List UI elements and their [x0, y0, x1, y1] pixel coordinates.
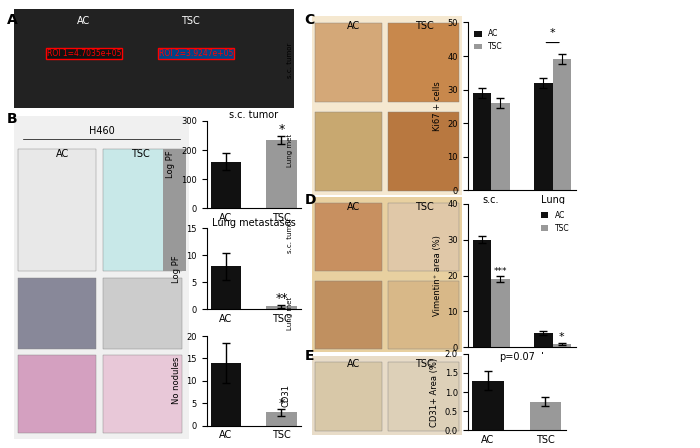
- FancyBboxPatch shape: [389, 280, 459, 349]
- FancyBboxPatch shape: [314, 203, 382, 271]
- Text: *: *: [550, 27, 556, 38]
- Text: TSC: TSC: [415, 358, 434, 369]
- Legend: AC, TSC: AC, TSC: [471, 26, 506, 54]
- Bar: [266, 140, 297, 208]
- Y-axis label: Log PF: Log PF: [167, 151, 175, 178]
- FancyBboxPatch shape: [104, 355, 182, 433]
- Text: AC: AC: [347, 21, 360, 31]
- Title: s.c. tumor: s.c. tumor: [229, 110, 279, 120]
- Text: CD31: CD31: [281, 384, 290, 407]
- FancyBboxPatch shape: [104, 149, 182, 271]
- FancyBboxPatch shape: [104, 278, 182, 349]
- Text: TSC: TSC: [415, 21, 434, 31]
- Y-axis label: Log PF: Log PF: [172, 255, 181, 283]
- Text: A: A: [7, 13, 18, 27]
- Text: AC: AC: [347, 202, 360, 212]
- Bar: [472, 380, 504, 430]
- Y-axis label: CD31+ Area (%): CD31+ Area (%): [430, 358, 439, 426]
- Bar: [491, 279, 510, 347]
- Bar: [491, 103, 510, 190]
- Text: Lung met: Lung met: [288, 134, 293, 167]
- FancyBboxPatch shape: [389, 23, 459, 102]
- Bar: [534, 333, 553, 347]
- Text: s.c. tumor: s.c. tumor: [288, 218, 293, 254]
- Text: AC: AC: [78, 16, 90, 26]
- Bar: [266, 412, 297, 426]
- Text: *: *: [279, 122, 285, 135]
- Bar: [211, 266, 241, 309]
- Text: ***: ***: [494, 267, 507, 276]
- Text: ROI 2=3.9247e+05: ROI 2=3.9247e+05: [159, 49, 233, 58]
- FancyBboxPatch shape: [389, 112, 459, 191]
- FancyBboxPatch shape: [162, 149, 186, 271]
- Text: p=0.07: p=0.07: [498, 352, 535, 362]
- FancyBboxPatch shape: [389, 203, 459, 271]
- Bar: [473, 240, 491, 347]
- Text: *: *: [279, 397, 285, 410]
- Bar: [266, 306, 297, 309]
- FancyBboxPatch shape: [314, 112, 382, 191]
- Text: ROI 1=4.7035e+05: ROI 1=4.7035e+05: [47, 49, 121, 58]
- FancyBboxPatch shape: [389, 362, 459, 431]
- Text: C: C: [304, 13, 315, 27]
- Bar: [211, 162, 241, 208]
- FancyBboxPatch shape: [18, 355, 97, 433]
- FancyBboxPatch shape: [314, 362, 382, 431]
- Legend: AC, TSC: AC, TSC: [538, 208, 573, 236]
- Bar: [553, 344, 571, 347]
- FancyBboxPatch shape: [18, 149, 97, 271]
- FancyBboxPatch shape: [314, 280, 382, 349]
- Y-axis label: Ki67 + cells: Ki67 + cells: [433, 82, 442, 131]
- Bar: [529, 401, 561, 430]
- Bar: [534, 83, 553, 190]
- Text: TSC: TSC: [181, 16, 200, 26]
- Text: *: *: [559, 332, 565, 342]
- Text: AC: AC: [347, 358, 360, 369]
- Y-axis label: No nodules: No nodules: [172, 357, 181, 405]
- FancyBboxPatch shape: [18, 278, 97, 349]
- Text: B: B: [7, 112, 18, 126]
- Bar: [473, 93, 491, 190]
- FancyBboxPatch shape: [314, 23, 382, 102]
- Text: Lung met: Lung met: [288, 297, 293, 330]
- Text: H460: H460: [89, 126, 114, 136]
- Text: AC: AC: [57, 149, 69, 159]
- Text: E: E: [304, 349, 314, 363]
- Y-axis label: Vimentin⁺ area (%): Vimentin⁺ area (%): [433, 235, 442, 316]
- Text: s.c. tumor: s.c. tumor: [288, 43, 293, 78]
- Bar: [211, 363, 241, 426]
- Text: TSC: TSC: [415, 202, 434, 212]
- Title: Lung metastases: Lung metastases: [212, 218, 295, 228]
- Bar: [553, 60, 571, 190]
- Text: D: D: [304, 193, 316, 207]
- Text: TSC: TSC: [131, 149, 149, 159]
- Text: **: **: [275, 292, 288, 305]
